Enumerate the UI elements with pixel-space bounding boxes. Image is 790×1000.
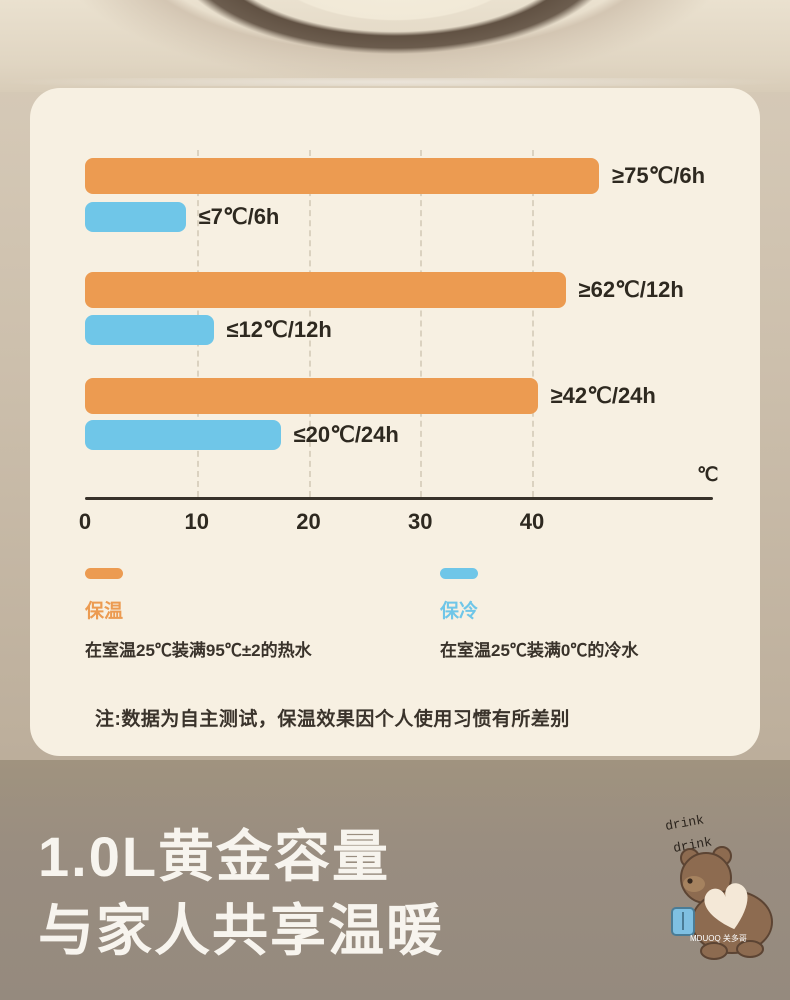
headline-line2: 与家人共享温暖 <box>38 899 444 962</box>
tick-label-30: 30 <box>408 509 433 534</box>
mascot-drink-text-1: drink <box>664 812 705 834</box>
legend-swatch-hot <box>85 568 123 579</box>
bar-label-cold-2: ≤20℃/24h <box>293 422 399 447</box>
heart-shape <box>704 883 748 930</box>
bar-label-hot-1: ≥62℃/12h <box>578 277 684 302</box>
mascot-drink-text-2: drink <box>672 834 713 856</box>
legend-swatch-cold <box>440 568 478 579</box>
tick-label-40: 40 <box>519 509 545 534</box>
tick-label-10: 10 <box>184 509 209 534</box>
bar-label-cold-1: ≤12℃/12h <box>226 317 332 342</box>
legend-desc-cold: 在室温25℃装满0℃的冷水 <box>440 641 639 660</box>
bear-muzzle <box>683 876 705 892</box>
gridline-20 <box>308 150 311 497</box>
bottom-section <box>0 760 790 1000</box>
x-axis-line <box>85 497 713 500</box>
bar-label-hot-0: ≥75℃/6h <box>612 163 706 188</box>
legend-cold: 保冷 在室温25℃装满0℃的冷水 <box>440 568 760 661</box>
legend-desc-hot: 在室温25℃装满95℃±2的热水 <box>85 641 312 660</box>
chart-card: ℃ ≥75℃/6h ≥62℃/12h ≥42℃/24h ≤7℃/6h ≤12℃/12h ≤… <box>30 88 760 756</box>
water-ripple-highlight <box>0 78 790 86</box>
mascot-brand-text: MDUOQ 关多哥 <box>690 933 747 943</box>
tick-label-0: 0 <box>78 509 92 534</box>
bar-hot-2: ≥42℃/24h <box>85 378 656 414</box>
bear-nose <box>687 878 693 884</box>
tick-label-20: 20 <box>296 509 321 534</box>
bar-chart: ℃ ≥75℃/6h ≥62℃/12h ≥42℃/24h ≤7℃/6h ≤12℃/12h ≤… <box>79 150 725 550</box>
disclaimer-note: 注:数据为自主测试，保温效果因个人使用习惯有所差别 <box>95 709 570 730</box>
axis-unit-label: ℃ <box>697 465 719 486</box>
headline: 1.0L黄金容量 与家人共享温暖 <box>38 820 444 968</box>
legend-hot: 保温 在室温25℃装满95℃±2的热水 <box>85 568 405 661</box>
product-photo-strip <box>0 0 790 92</box>
bar-cold-0: ≤7℃/6h <box>85 202 279 232</box>
bar-label-hot-2: ≥42℃/24h <box>550 383 656 408</box>
gridline-40 <box>532 150 534 497</box>
bar-hot-0: ≥75℃/6h <box>85 158 705 194</box>
gridline-30 <box>420 150 423 497</box>
bar-label-cold-0: ≤7℃/6h <box>198 204 280 229</box>
bar-cold-2: ≤20℃/24h <box>85 420 399 450</box>
bear-mascot-illustration: drink drink MDUOQ 关多哥 <box>644 806 784 976</box>
legend-title-cold: 保冷 <box>440 601 479 622</box>
bar-cold-1: ≤12℃/12h <box>85 315 332 345</box>
legend-title-hot: 保温 <box>85 601 124 622</box>
headline-line1: 1.0L黄金容量 <box>38 825 391 888</box>
bar-hot-1: ≥62℃/12h <box>85 272 684 308</box>
